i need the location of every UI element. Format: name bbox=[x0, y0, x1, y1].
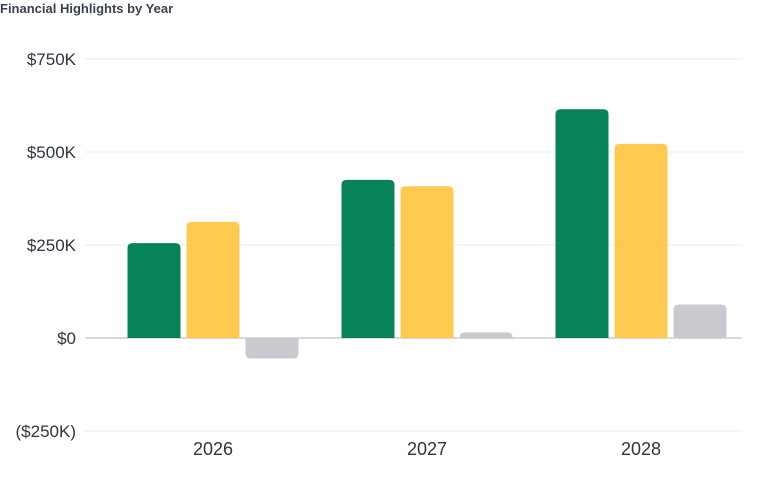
bar-2027-series-1 bbox=[341, 179, 395, 338]
y-tick-label: $500K bbox=[27, 143, 77, 162]
y-tick-label: $0 bbox=[57, 329, 76, 348]
bar-2026-series-3 bbox=[245, 338, 299, 359]
bar-2026-series-1 bbox=[127, 243, 181, 338]
x-axis-category-labels: 2026 2027 2028 bbox=[193, 439, 661, 459]
y-tick-label: $250K bbox=[27, 236, 77, 255]
bar-2028-series-1 bbox=[555, 109, 609, 338]
bar-2028-series-2 bbox=[614, 143, 668, 338]
x-category-label: 2027 bbox=[407, 439, 447, 459]
bars bbox=[127, 109, 727, 359]
y-axis-tick-labels: ($250K) $0 $250K $500K $750K bbox=[16, 50, 77, 441]
bar-2026-series-2 bbox=[186, 221, 240, 338]
x-category-label: 2028 bbox=[621, 439, 661, 459]
x-category-label: 2026 bbox=[193, 439, 233, 459]
bar-2027-series-2 bbox=[400, 186, 454, 338]
bar-2028-series-3 bbox=[673, 304, 727, 338]
bar-2027-series-3 bbox=[459, 332, 513, 338]
chart-title: Financial Highlights by Year bbox=[0, 1, 174, 16]
y-tick-label: ($250K) bbox=[16, 422, 76, 441]
y-tick-label: $750K bbox=[27, 50, 77, 69]
